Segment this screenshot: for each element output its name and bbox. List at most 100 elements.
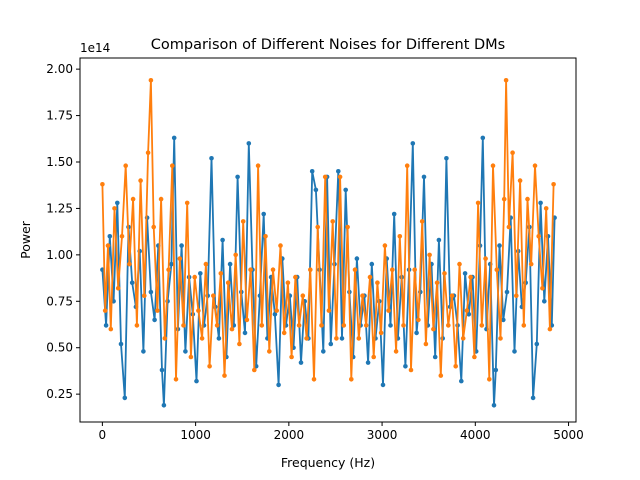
series-1-point [151,224,156,230]
series-1-point [248,267,253,273]
series-1-point [108,326,114,332]
series-0-point [512,349,517,354]
series-1-point [401,323,406,328]
series-0-point [491,403,497,408]
series-1-point [453,364,459,369]
series-1-point [427,252,432,258]
y-axis-label: Power [18,220,33,259]
series-1-point [494,267,500,273]
series-0-point [497,243,502,248]
series-1-point [397,234,403,239]
series-1-line [101,79,555,381]
series-1-point [181,323,186,328]
series-1-point [517,178,523,183]
series-1-point [536,234,541,239]
series-1-point [105,243,111,248]
series-1-point [464,308,470,313]
series-1-point [540,286,545,291]
series-1-point [419,219,425,224]
series-1-point [170,163,175,168]
x-tick-label: 2000 [274,428,305,442]
series-0-point [118,341,124,347]
series-1-point [267,349,272,354]
series-0-point [129,280,135,286]
plot-area [100,78,557,408]
series-1-point [233,252,238,258]
series-1-point [371,354,377,360]
series-1 [100,78,556,382]
series-1-point [281,330,287,336]
series-1-point [408,367,414,373]
series-0-point [388,323,393,328]
series-1-point [543,206,549,211]
series-0-point [534,341,540,347]
series-1-point [345,224,350,230]
series-0-point [235,174,240,180]
series-1-point [363,323,369,328]
series-0-point [227,261,233,267]
series-0-point [421,174,427,180]
series-1-point [214,323,220,328]
series-1-point [155,308,160,313]
y-tick-label: 1.50 [46,155,73,169]
series-1-point [551,182,556,187]
series-0-point [369,261,375,267]
series-1-point [506,224,512,230]
series-1-point [142,293,147,299]
series-0-point [159,367,165,373]
series-0-point [414,330,419,336]
series-1-point [322,174,328,180]
y-axis-multiplier: 1e14 [80,41,110,55]
series-0-point [171,135,177,141]
series-0-point [261,211,267,217]
series-0-point [493,367,499,373]
series-0-point [410,141,416,146]
series-0-point [298,360,304,365]
series-0-point [115,200,120,206]
series-0-point [216,336,222,341]
series-1-point [289,354,294,360]
series-1-point [532,163,538,168]
series-1-point [431,326,436,332]
series-1-point [112,206,117,211]
series-1-point [326,308,332,313]
series-1-point [356,336,362,341]
series-1-point [483,256,488,261]
series-1-point [503,78,509,83]
series-0-point [462,271,468,276]
y-tick-label: 1.00 [46,248,73,262]
series-1-point [412,267,418,273]
series-1-point [244,317,250,323]
series-1-point [145,150,151,155]
series-1-point [386,308,391,313]
series-0-point [242,330,248,336]
series-0-point [444,156,449,161]
series-0-point [339,336,345,341]
series-0-point [122,395,128,401]
series-0-point [501,317,506,323]
series-1-point [308,267,313,273]
series-1-point [390,267,395,273]
series-1-point [382,243,388,248]
x-axis-ticks: 0 1000 2000 3000 4000 5000 [99,422,584,442]
series-1-point [375,280,380,286]
series-1-point [367,274,373,280]
series-0-point [365,360,371,365]
series-1-point [416,317,421,323]
x-tick-label: 1000 [180,428,211,442]
series-1-point [319,323,324,328]
y-tick-label: 1.75 [46,109,73,123]
series-1-point [270,267,276,273]
series-0-point [480,135,486,141]
series-0-point [161,403,167,408]
series-1-point [259,323,265,328]
series-1-point [274,308,280,313]
series-0-point [328,341,334,347]
series-0-point [504,289,510,295]
series-1-point [218,271,224,276]
series-1-point [475,200,481,206]
series-1-point [434,280,440,286]
series-1-point [177,256,183,261]
